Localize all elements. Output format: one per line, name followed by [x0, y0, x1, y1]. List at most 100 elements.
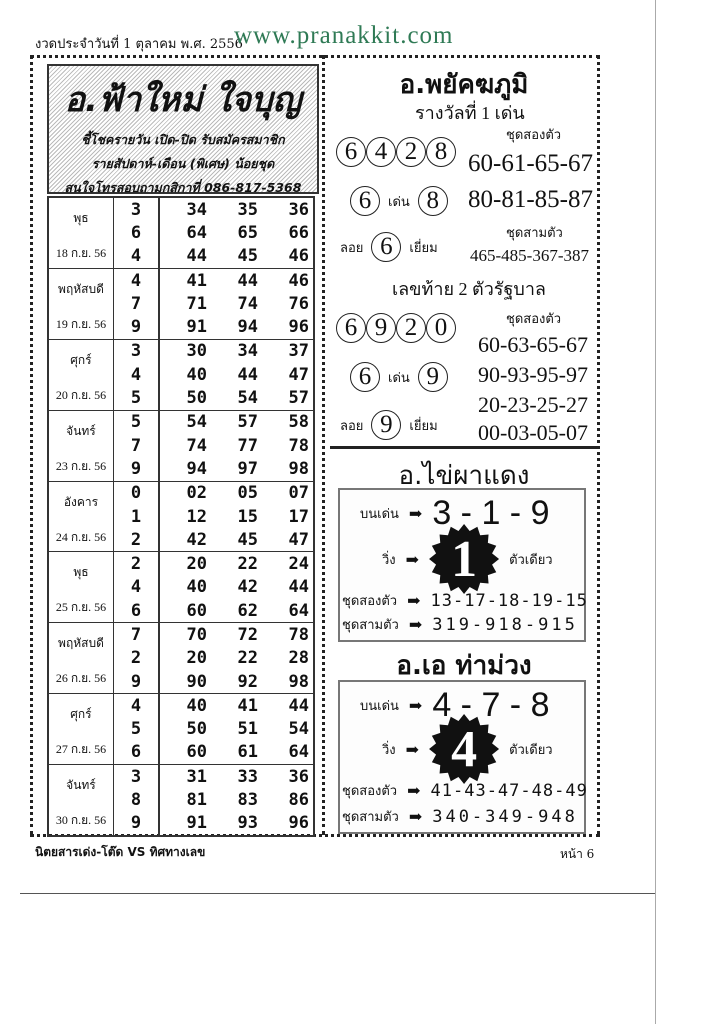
digit-cell: 7: [113, 292, 161, 316]
table-row: พุธ 25 ก.ย. 56 2 20 22 24: [48, 551, 314, 623]
day-name: จันทร์: [66, 423, 96, 438]
results-table: พุธ 18 ก.ย. 56 3 34 35 36 6 64 65 66 4 44 45 46 พฤหัสบ…: [47, 196, 315, 838]
payak-title: อ.พยัคฆภูมิ: [399, 70, 529, 100]
table-row: 2 42 45 47: [48, 528, 314, 552]
day-date: 25 ก.ย. 56: [55, 600, 107, 615]
number-cell: 83: [237, 790, 258, 811]
table-row: 9 94 97 98: [48, 457, 314, 482]
circle-digit: 6: [350, 186, 380, 216]
day-cell: ศุกร์ 27 ก.ย. 56: [48, 693, 114, 765]
run-label: วิ่ง: [382, 741, 396, 757]
circle-digit: 9: [371, 410, 402, 440]
number-cell: 36: [288, 199, 309, 220]
table-row: จันทร์ 23 ก.ย. 56 5 54 57 58: [48, 409, 314, 482]
number-cell: 60: [186, 742, 208, 763]
dotted-border-bottom: [30, 834, 600, 837]
number-cell: 54: [237, 388, 258, 409]
two-digit-set: 20-23-25-27: [478, 392, 588, 417]
number-cell: 37: [261, 338, 314, 364]
digit-cell: 6: [113, 599, 161, 623]
number-cell: 44: [211, 267, 262, 293]
digit-cell: 6: [113, 221, 161, 245]
three-label: ชุดสามตัว: [342, 809, 399, 824]
two-set: 13-17-18-19-15: [430, 590, 588, 611]
number-cell: 44: [237, 364, 258, 385]
circle-digit: 0: [426, 313, 456, 343]
two-digit-label: ชุดสองตัว: [506, 311, 562, 326]
circle-digit: 2: [396, 137, 426, 167]
day-cell: พุธ 25 ก.ย. 56: [48, 551, 114, 623]
number-cell: 60: [186, 600, 208, 621]
page-number: หน้า 6: [560, 847, 595, 861]
number-cell: 98: [288, 458, 309, 479]
dotted-border-top: [30, 55, 600, 58]
float-word: ลอย: [340, 239, 364, 255]
lead-word: เด่น: [388, 369, 410, 385]
number-cell: 45: [237, 529, 258, 550]
table-row: จันทร์ 30 ก.ย. 56 3 31 33 36: [48, 764, 314, 837]
table-row: พฤหัสบดี 19 ก.ย. 56 4 41 44 46: [48, 267, 314, 340]
table-row: ศุกร์ 20 ก.ย. 56 3 30 34 37: [48, 338, 314, 411]
table-row: 5 50 51 54: [48, 717, 314, 741]
table-row: ศุกร์ 27 ก.ย. 56 4 40 41 44: [48, 693, 314, 765]
lead-row-2: 6 เด่น 9: [350, 362, 448, 392]
aeh-title: อ.เอ ท่าม่วง: [396, 651, 532, 681]
number-cell: 46: [261, 267, 314, 293]
payak-sub1: รางวัลที่ 1 เด่น: [415, 103, 525, 123]
number-cell: 98: [288, 671, 309, 692]
number-cell: 64: [186, 222, 208, 243]
table-row: 8 81 83 86: [48, 788, 314, 812]
digit-cell: 9: [113, 315, 161, 340]
promo-line: สนใจโทรสอบถามกสิกาที่ 086-817-5368: [64, 180, 302, 195]
top-row: บนเด่น ➡ 3 - 1 - 9: [360, 494, 550, 533]
day-name: พุธ: [73, 211, 89, 225]
number-cell: 40: [159, 693, 212, 718]
circle-digit: 4: [366, 137, 396, 167]
number-cell: 42: [237, 577, 258, 598]
two-row: ชุดสองตัว ➡ 41-43-47-48-49: [342, 780, 588, 801]
number-cell: 15: [237, 506, 258, 527]
digit-cell: 7: [113, 622, 161, 647]
table-row: 4 40 44 47: [48, 363, 314, 387]
page-edge: [655, 0, 656, 1024]
number-cell: 78: [261, 622, 314, 647]
number-cell: 20: [159, 551, 212, 576]
number-cell: 05: [211, 480, 262, 505]
number-cell: 44: [186, 246, 208, 267]
number-cell: 44: [261, 693, 314, 718]
two-digit-set: 60-61-65-67: [468, 150, 593, 177]
three-label: ชุดสามตัว: [342, 617, 399, 632]
circle-digit: 6: [336, 313, 366, 343]
number-cell: 72: [211, 622, 262, 647]
circle-digit: 8: [417, 186, 448, 216]
number-cell: 41: [211, 693, 262, 718]
number-cell: 92: [237, 671, 258, 692]
starburst-run-digit: 1: [429, 524, 500, 594]
number-cell: 74: [237, 293, 258, 314]
top-digits: 3 - 1 - 9: [432, 494, 550, 532]
day-date: 19 ก.ย. 56: [55, 316, 107, 331]
number-cell: 54: [159, 409, 212, 434]
digit-cell: 4: [113, 244, 161, 269]
circle-digit: 9: [366, 313, 396, 343]
table-row: 7 74 77 78: [48, 433, 314, 458]
number-cell: 81: [186, 790, 208, 811]
day-cell: พุธ 18 ก.ย. 56: [48, 197, 114, 269]
number-cell: 47: [288, 364, 309, 385]
day-cell: อังคาร 24 ก.ย. 56: [48, 480, 114, 552]
number-cell: 22: [211, 551, 262, 576]
digit-cell: 8: [113, 788, 161, 812]
day-cell: ศุกร์ 20 ก.ย. 56: [48, 338, 114, 411]
table-row: 2 20 22 28: [48, 646, 314, 670]
day-cell: จันทร์ 30 ก.ย. 56: [48, 764, 114, 837]
arrow-right-icon: ➡: [408, 615, 423, 634]
number-cell: 44: [288, 577, 309, 598]
number-cell: 33: [211, 764, 262, 789]
circle-digit: 6: [336, 137, 366, 167]
digit-cell: 9: [113, 669, 161, 694]
number-cell: 50: [186, 388, 208, 409]
three-row: ชุดสามตัว ➡ 319-918-915: [342, 614, 578, 635]
single-label: ตัวเดียว: [509, 741, 553, 757]
number-cell: 65: [237, 222, 258, 243]
